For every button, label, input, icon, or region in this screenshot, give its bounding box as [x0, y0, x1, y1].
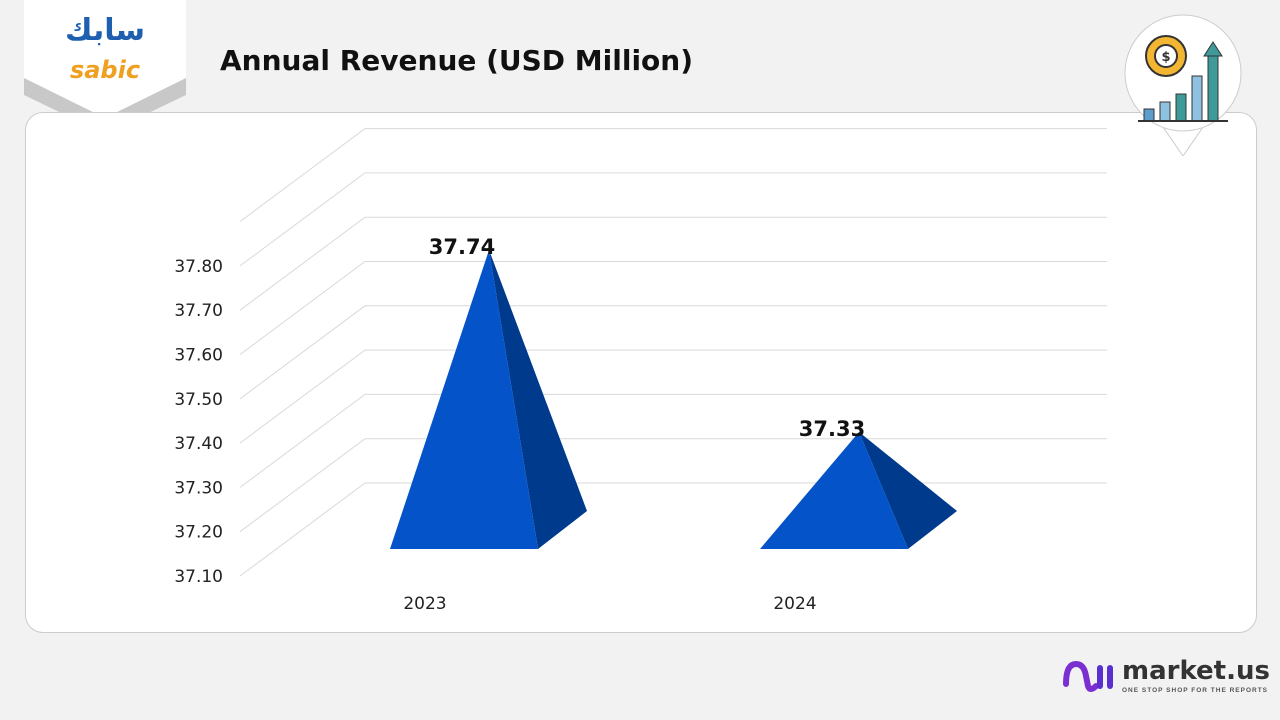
- data-label: 37.74: [429, 235, 495, 259]
- pyramid-side: [489, 249, 587, 549]
- gridline: [239, 393, 1107, 488]
- brand-tagline: ONE STOP SHOP FOR THE REPORTS: [1122, 687, 1269, 694]
- y-tick-label: 37.60: [174, 346, 223, 366]
- y-tick-label: 37.30: [174, 478, 223, 498]
- gridline: [239, 482, 1107, 577]
- gridline: [239, 305, 1107, 400]
- page-title: Annual Revenue (USD Million): [220, 44, 694, 77]
- x-tick-label: 2024: [773, 594, 816, 614]
- y-tick-label: 37.80: [174, 257, 223, 277]
- gear-dollar-growth-chart-icon: $: [1124, 14, 1242, 161]
- gridline: [239, 128, 1107, 223]
- market-us-logo: market.us ONE STOP SHOP FOR THE REPORTS: [1062, 656, 1270, 701]
- svg-text:سابك: سابك: [65, 13, 145, 48]
- gridline: [239, 216, 1107, 311]
- pyramid-bar: [760, 432, 908, 549]
- gridline: [239, 349, 1107, 444]
- brand-name: market.us: [1122, 656, 1270, 686]
- y-tick-label: 37.10: [174, 567, 223, 587]
- chart-card: [25, 112, 1257, 633]
- x-tick-label: 2023: [403, 594, 446, 614]
- data-label: 37.33: [799, 417, 865, 441]
- gridline: [239, 172, 1107, 267]
- y-tick-label: 37.40: [174, 434, 223, 454]
- pyramid-bar: [390, 249, 538, 549]
- y-tick-label: 37.50: [174, 390, 223, 410]
- gridline: [239, 261, 1107, 355]
- svg-text:$: $: [1161, 50, 1170, 65]
- svg-text:sabic: sabic: [70, 56, 140, 84]
- pyramid-side: [859, 432, 957, 549]
- y-tick-label: 37.20: [174, 523, 223, 543]
- sabic-logo: سابك sabic: [24, 0, 186, 134]
- gridline: [239, 438, 1107, 533]
- y-tick-label: 37.70: [174, 301, 223, 321]
